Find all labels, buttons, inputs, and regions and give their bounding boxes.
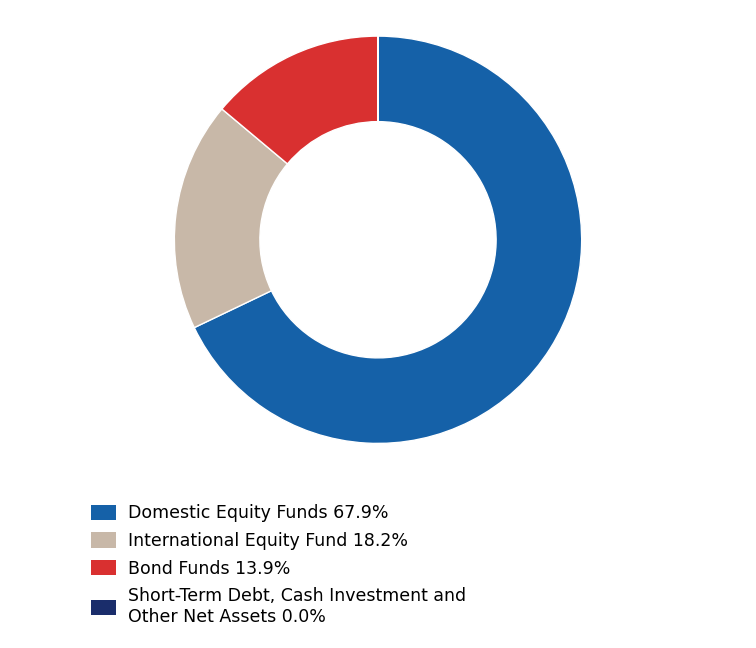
Wedge shape <box>175 109 287 328</box>
Wedge shape <box>222 36 378 164</box>
Legend: Domestic Equity Funds 67.9%, International Equity Fund 18.2%, Bond Funds 13.9%, : Domestic Equity Funds 67.9%, Internation… <box>84 498 472 633</box>
Wedge shape <box>194 36 581 443</box>
